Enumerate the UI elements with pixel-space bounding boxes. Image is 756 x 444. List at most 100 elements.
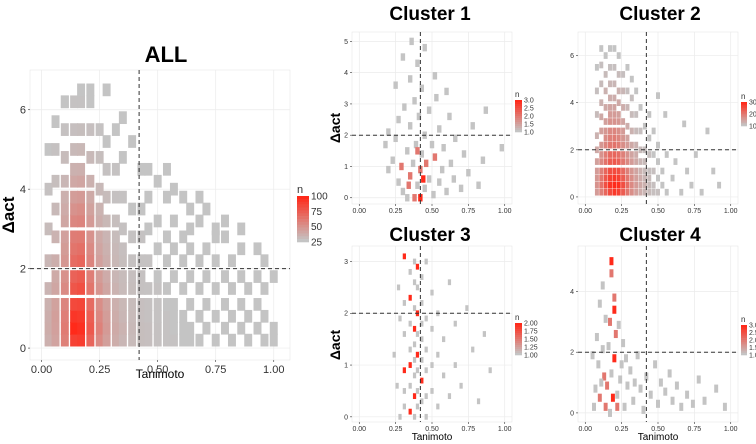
heatmap-cell	[186, 270, 195, 283]
legend-label: 3.0	[749, 322, 756, 329]
legend-label: 2.0	[524, 113, 534, 120]
heatmap-cell	[398, 315, 402, 322]
heatmap-cell	[186, 202, 195, 216]
heatmap-cell	[202, 298, 211, 311]
heatmap-cell	[603, 118, 608, 125]
heatmap-cell	[77, 162, 86, 176]
heatmap-cell	[77, 83, 86, 97]
legend-color-step	[297, 204, 309, 208]
heatmap-cell	[638, 158, 643, 165]
heatmap-cell	[599, 61, 604, 69]
heatmap-cell	[95, 202, 104, 216]
heatmap-cell	[95, 230, 104, 244]
legend-color-step	[515, 323, 522, 326]
heatmap-cell	[651, 167, 656, 175]
heatmap-cell	[412, 413, 417, 420]
heatmap-cell	[616, 127, 621, 135]
heatmap-cell	[612, 158, 617, 165]
heatmap-cell	[102, 230, 111, 244]
legend-color-step	[515, 102, 522, 105]
heatmap-cell	[612, 127, 617, 135]
legend-color-step	[741, 111, 747, 113]
heatmap-cell	[162, 321, 171, 335]
heatmap-cell	[153, 333, 162, 347]
heatmap-cell	[128, 333, 137, 347]
heatmap-cell	[483, 106, 489, 114]
heatmap-cell	[60, 214, 69, 228]
heatmap-cell	[95, 282, 104, 295]
heatmap-cell	[632, 378, 637, 387]
heatmap-cell	[618, 375, 623, 384]
heatmap-cell	[621, 71, 626, 78]
legend-label: 2.0	[749, 337, 756, 344]
heatmap-cell	[408, 408, 412, 415]
heatmap-cell	[605, 381, 610, 390]
heatmap-cell	[613, 329, 618, 339]
heatmap-cell	[599, 113, 604, 121]
panel-cluster-1: 0.00 0.25 0.50 0.75 1.00 0 1 2 3 4 5 Cluster 1 Δact n…	[327, 4, 534, 215]
heatmap-cell	[608, 174, 612, 182]
legend: n 2.001.751.501.251.00	[515, 313, 538, 359]
y-tick-label: 3	[344, 101, 348, 108]
legend-color-step	[741, 341, 747, 345]
heatmap-cell	[634, 151, 639, 158]
heatmap-cell	[641, 405, 646, 414]
legend-color-step	[741, 108, 747, 110]
heatmap-cell	[195, 254, 204, 268]
legend-color-step	[297, 216, 309, 220]
x-tick-label: 0.75	[205, 364, 226, 376]
heatmap-cell	[211, 282, 220, 295]
heatmap-cell	[221, 270, 229, 283]
heatmap-cell	[420, 300, 424, 306]
heatmap-cell	[415, 388, 420, 394]
heatmap-cell	[612, 141, 617, 149]
legend-color-step	[515, 116, 522, 119]
heatmap-cell	[77, 190, 86, 204]
heatmap-cell	[227, 309, 236, 323]
heatmap-cell	[421, 175, 426, 183]
heatmap-cell	[86, 254, 95, 268]
panel-cluster-3: 0.00 0.25 0.50 0.75 1.00 0 1 2 3 Cluster 3 Δact Tan…	[327, 225, 538, 443]
legend-color-step	[515, 106, 522, 109]
heatmap-cell	[86, 282, 95, 295]
heatmap-cell	[616, 151, 621, 158]
heatmap-cell	[51, 174, 60, 188]
heatmap-cell	[412, 194, 417, 202]
heatmap-cell	[621, 167, 626, 175]
heatmap-cell	[616, 320, 621, 329]
heatmap-cell	[642, 174, 647, 182]
heatmap-cell	[51, 230, 60, 244]
heatmap-cell	[465, 305, 469, 312]
heatmap-cell	[386, 128, 391, 136]
legend-color-step	[515, 335, 522, 338]
y-tick-label: 0	[20, 343, 26, 355]
heatmap-cell	[476, 398, 481, 405]
legend-title: n	[741, 92, 745, 101]
heatmap-cell	[153, 298, 162, 311]
heatmap-cell	[685, 390, 690, 399]
legend-title: n	[297, 184, 303, 196]
legend-label: 20	[749, 111, 756, 118]
heatmap-cell	[612, 94, 617, 102]
heatmap-cell	[86, 298, 95, 311]
heatmap-cell	[638, 384, 643, 393]
heatmap-cell	[392, 351, 396, 358]
heatmap-cell	[638, 188, 643, 196]
heatmap-cell	[638, 181, 643, 189]
legend-color-step	[515, 341, 522, 344]
heatmap-cell	[621, 134, 626, 142]
heatmap-cell	[594, 188, 599, 196]
heatmap-cell	[70, 242, 79, 256]
heatmap-cell	[153, 321, 162, 335]
heatmap-cell	[390, 156, 395, 164]
heatmap-cell	[593, 384, 598, 393]
x-tick-label: 0.25	[89, 364, 110, 376]
heatmap-cell	[625, 122, 630, 130]
heatmap-cell	[153, 214, 162, 228]
legend-color-step	[297, 210, 309, 214]
heatmap-cell	[597, 299, 602, 308]
heatmap-cell	[609, 257, 614, 266]
x-tick-label: 0.75	[688, 426, 702, 433]
legend-color-step	[297, 227, 309, 231]
y-tick-label: 2	[344, 311, 348, 318]
